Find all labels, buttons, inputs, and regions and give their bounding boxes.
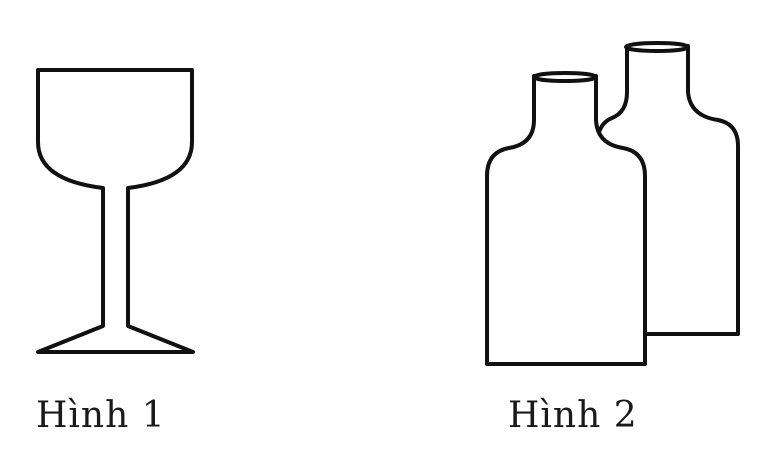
- figure-2-caption: Hình 2: [508, 395, 638, 436]
- figure-1-caption: Hình 1: [36, 395, 166, 436]
- front-bottle-rim: [532, 71, 598, 83]
- figure-1-wine-glass: [36, 68, 195, 354]
- wine-glass-icon: [36, 68, 195, 354]
- front-bottle-icon: [485, 74, 647, 366]
- back-bottle-rim: [624, 41, 690, 53]
- figure-2-two-bottles: [485, 41, 740, 366]
